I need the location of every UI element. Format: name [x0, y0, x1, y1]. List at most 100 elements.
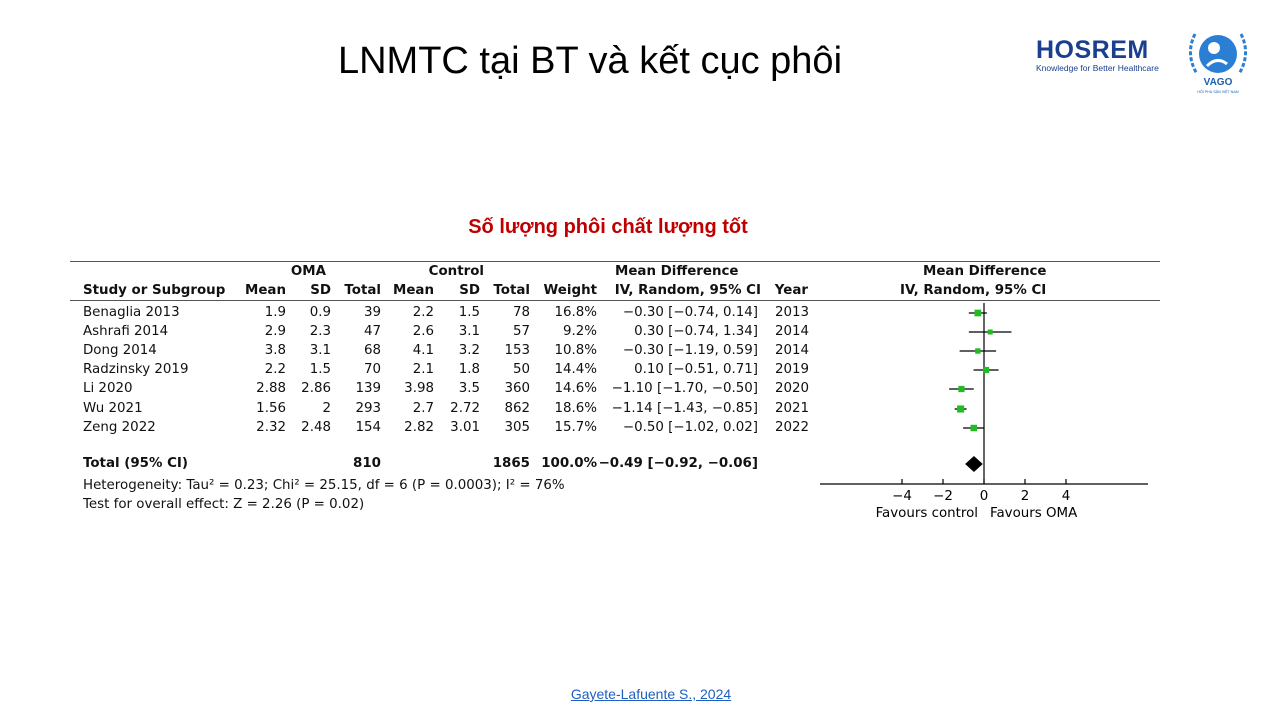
column-header-study: Study or Subgroup [83, 283, 226, 298]
study-oma-mean-cell: 2.88 [256, 381, 286, 396]
study-ci-cell: 0.10 [−0.51, 0.71] [634, 362, 758, 377]
heterogeneity-text: Heterogeneity: Tau² = 0.23; Chi² = 25.15… [83, 478, 565, 493]
column-header-control-total: Total [493, 283, 530, 298]
study-weight-cell: 18.6% [554, 401, 597, 416]
study-study-cell: Wu 2021 [83, 401, 143, 416]
study-control-mean-cell: 2.1 [412, 362, 434, 377]
study-control-mean-cell: 2.7 [412, 401, 434, 416]
study-weight-cell: 14.4% [554, 362, 597, 377]
x-tick-label: 2 [1021, 489, 1030, 504]
svg-text:VAGO: VAGO [1204, 77, 1233, 88]
study-control-sd-cell: 1.5 [458, 305, 480, 320]
table-header-rule [70, 300, 1160, 301]
study-control-total-cell: 78 [512, 305, 530, 320]
study-effect-marker [957, 405, 965, 413]
study-control-total-cell: 305 [504, 420, 530, 435]
study-control-mean-cell: 2.2 [412, 305, 434, 320]
study-weight-cell: 16.8% [554, 305, 597, 320]
total-ci: −0.49 [−0.92, −0.06] [598, 456, 758, 471]
column-header-weight: Weight [543, 283, 597, 298]
study-year-cell: 2022 [775, 420, 810, 435]
md-group-header: Mean Difference [615, 264, 739, 279]
study-oma-mean-cell: 1.56 [256, 401, 286, 416]
study-oma-mean-cell: 1.9 [264, 305, 286, 320]
column-header-year: Year [774, 283, 808, 298]
study-oma-total-cell: 47 [363, 324, 381, 339]
study-ci-cell: −0.50 [−1.02, 0.02] [622, 420, 758, 435]
study-effect-marker [982, 366, 990, 374]
study-control-sd-cell: 3.01 [450, 420, 480, 435]
hosrem-tagline: Knowledge for Better Healthcare [1036, 63, 1159, 73]
plot-column-header: IV, Random, 95% CI [900, 283, 1047, 298]
study-control-total-cell: 50 [512, 362, 530, 377]
chart-title: Số lượng phôi chất lượng tốt [468, 216, 748, 238]
study-oma-sd-cell: 3.1 [309, 343, 331, 358]
study-control-mean-cell: 2.6 [412, 324, 434, 339]
x-tick-label: −4 [892, 489, 912, 504]
study-control-mean-cell: 4.1 [412, 343, 434, 358]
favours-control-label: Favours control [876, 506, 978, 521]
study-weight-cell: 10.8% [554, 343, 597, 358]
study-oma-mean-cell: 2.32 [256, 420, 286, 435]
study-weight-cell: 9.2% [562, 324, 597, 339]
citation-link[interactable]: Gayete-Lafuente S., 2024 [570, 686, 732, 702]
hosrem-logo-text: HOSREM [1036, 36, 1149, 64]
study-effect-marker [974, 309, 982, 317]
study-study-cell: Dong 2014 [83, 343, 157, 358]
overall-effect-text: Test for overall effect: Z = 2.26 (P = 0… [83, 497, 365, 512]
study-study-cell: Radzinsky 2019 [83, 362, 189, 377]
study-oma-total-cell: 68 [363, 343, 381, 358]
study-study-cell: Benaglia 2013 [83, 305, 180, 320]
study-study-cell: Ashrafi 2014 [83, 324, 169, 339]
study-effect-marker [987, 329, 993, 335]
study-oma-sd-cell: 2.86 [301, 381, 331, 396]
study-oma-total-cell: 293 [355, 401, 381, 416]
study-control-sd-cell: 3.2 [458, 343, 480, 358]
x-tick-label: 0 [980, 489, 989, 504]
total-control: 1865 [492, 456, 530, 471]
study-oma-total-cell: 39 [363, 305, 381, 320]
study-year-cell: 2020 [775, 381, 810, 396]
pooled-effect-diamond [965, 456, 983, 472]
study-study-cell: Li 2020 [83, 381, 133, 396]
column-header-control-mean: Mean [393, 283, 434, 298]
study-control-total-cell: 57 [512, 324, 530, 339]
study-control-mean-cell: 3.98 [404, 381, 434, 396]
column-header-oma-sd: SD [310, 283, 331, 298]
study-control-mean-cell: 2.82 [404, 420, 434, 435]
column-header-ci: IV, Random, 95% CI [614, 283, 761, 298]
study-oma-total-cell: 70 [363, 362, 381, 377]
study-oma-sd-cell: 2.48 [301, 420, 331, 435]
study-ci-cell: −1.10 [−1.70, −0.50] [611, 381, 758, 396]
study-oma-sd-cell: 2.3 [309, 324, 331, 339]
study-ci-cell: 0.30 [−0.74, 1.34] [634, 324, 758, 339]
study-year-cell: 2014 [775, 343, 810, 358]
study-ci-cell: −0.30 [−1.19, 0.59] [622, 343, 758, 358]
column-header-control-sd: SD [459, 283, 480, 298]
study-effect-marker [975, 348, 981, 354]
study-control-total-cell: 153 [504, 343, 530, 358]
study-oma-total-cell: 139 [355, 381, 381, 396]
study-control-total-cell: 862 [504, 401, 530, 416]
study-year-cell: 2014 [775, 324, 810, 339]
column-header-oma-mean: Mean [245, 283, 286, 298]
control-group-header: Control [428, 264, 484, 279]
study-weight-cell: 15.7% [554, 420, 597, 435]
x-tick-label: 4 [1062, 489, 1071, 504]
study-oma-mean-cell: 2.2 [264, 362, 286, 377]
study-oma-total-cell: 154 [355, 420, 381, 435]
table-top-rule [70, 261, 1160, 262]
study-effect-marker [958, 385, 965, 393]
study-oma-sd-cell: 2 [322, 401, 331, 416]
x-tick-label: −2 [933, 489, 953, 504]
favours-oma-label: Favours OMA [990, 506, 1078, 521]
plot-group-header: Mean Difference [923, 264, 1047, 279]
total-label: Total (95% CI) [83, 456, 189, 471]
study-oma-mean-cell: 3.8 [264, 343, 286, 358]
vago-logo: VAGO HỘI PHỤ SẢN VIỆT NAM [1189, 33, 1247, 94]
study-control-sd-cell: 1.8 [458, 362, 480, 377]
study-control-sd-cell: 2.72 [450, 401, 480, 416]
svg-text:HỘI PHỤ SẢN VIỆT NAM: HỘI PHỤ SẢN VIỆT NAM [1197, 89, 1238, 94]
study-year-cell: 2019 [775, 362, 810, 377]
